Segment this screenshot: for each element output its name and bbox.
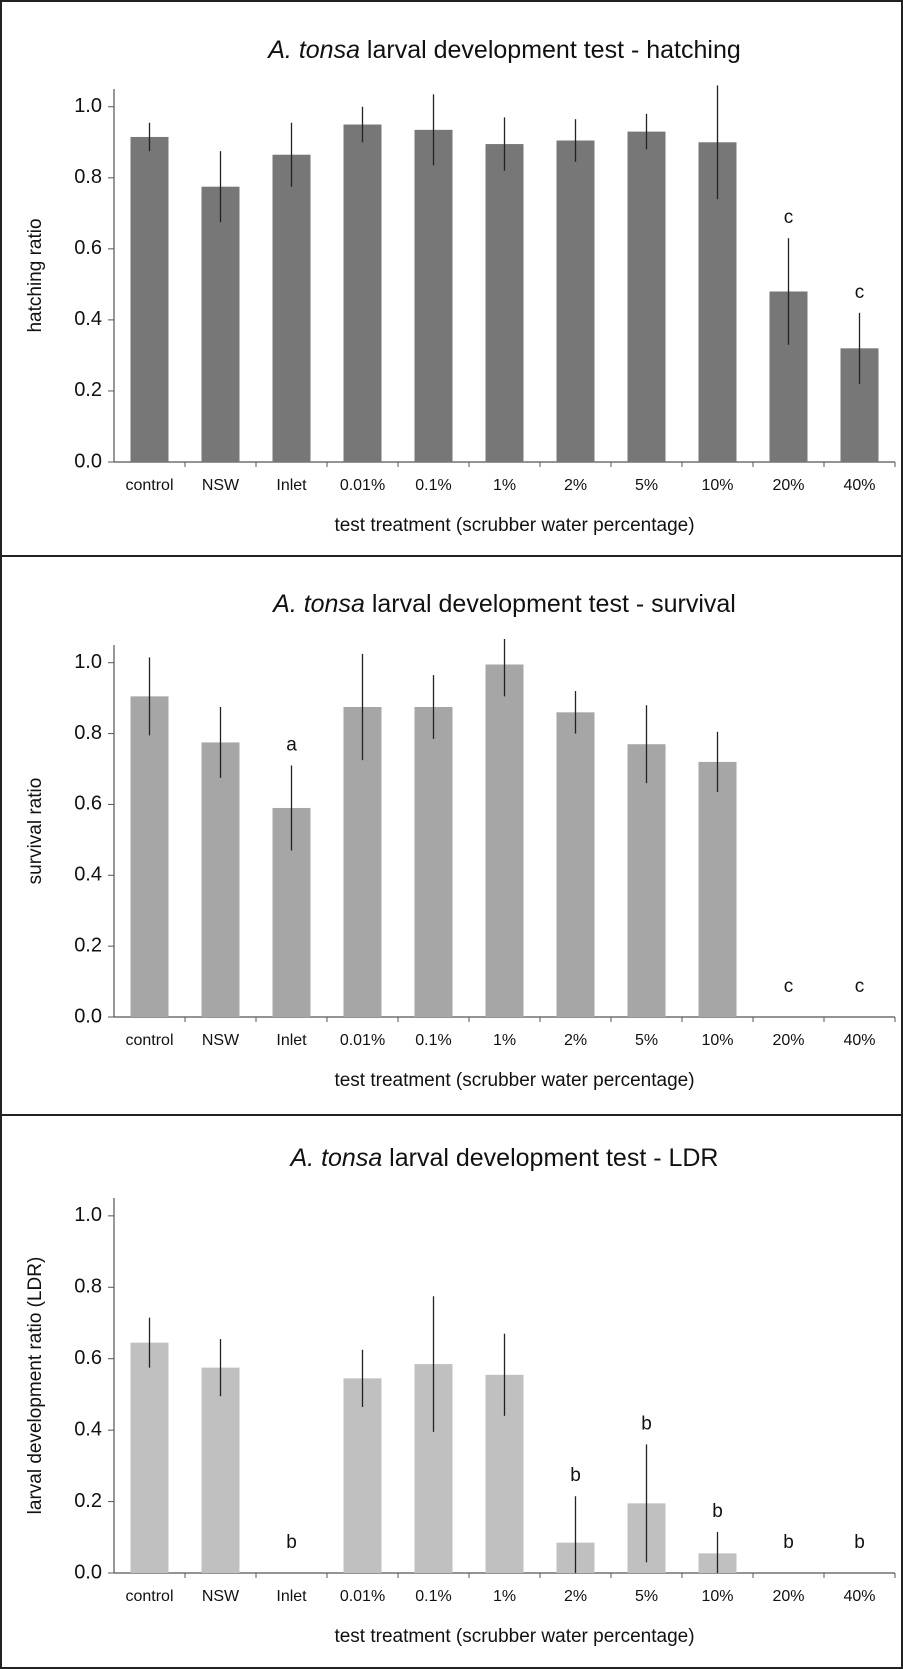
x-tick-label: 40% <box>843 1032 875 1049</box>
annotation: b <box>570 1465 581 1486</box>
x-tick-label: 0.01% <box>340 1032 385 1049</box>
bar <box>272 154 311 462</box>
y-tick-label: 0.8 <box>74 1276 102 1298</box>
title-text: larval development test - hatching <box>360 36 741 64</box>
bar <box>485 144 524 463</box>
title-species: A. tonsa <box>289 1144 383 1172</box>
x-tick-label: 1% <box>493 477 516 494</box>
y-tick-label: 0.8 <box>74 722 102 744</box>
bar <box>343 124 382 463</box>
x-tick-label: 20% <box>772 477 804 494</box>
bar <box>414 707 453 1017</box>
title-species: A. tonsa <box>266 36 360 64</box>
y-axis-title: survival ratio <box>25 778 46 885</box>
bar <box>556 140 595 462</box>
y-axis-title: hatching ratio <box>25 218 46 332</box>
x-tick-label: 2% <box>564 1588 587 1605</box>
x-tick-label: 5% <box>635 1032 658 1049</box>
annotation: c <box>855 282 865 303</box>
y-tick-label: 0.6 <box>74 1347 102 1369</box>
y-tick-label: 0.4 <box>74 308 102 330</box>
x-tick-label: 1% <box>493 1588 516 1605</box>
y-tick-label: 1.0 <box>74 1204 102 1226</box>
x-tick-label: 20% <box>772 1032 804 1049</box>
y-tick-label: 0.4 <box>74 864 102 886</box>
chart-title: A. tonsa larval development test - hatch… <box>266 36 741 64</box>
y-tick-label: 1.0 <box>74 651 102 673</box>
annotation: a <box>286 734 297 755</box>
x-axis-title: test treatment (scrubber water percentag… <box>334 1626 694 1647</box>
x-tick-label: 1% <box>493 1032 516 1049</box>
bar <box>698 761 737 1017</box>
y-tick-label: 0.6 <box>74 237 102 259</box>
bar <box>414 129 453 462</box>
x-axis-title: test treatment (scrubber water percentag… <box>334 515 694 536</box>
x-tick-label: 0.01% <box>340 477 385 494</box>
y-tick-label: 0.4 <box>74 1418 102 1440</box>
y-tick-label: 0.2 <box>74 1490 102 1512</box>
x-tick-label: control <box>125 1032 173 1049</box>
y-tick-label: 0.8 <box>74 166 102 188</box>
bar <box>201 186 240 462</box>
chart-title: A. tonsa larval development test - LDR <box>289 1144 719 1172</box>
x-tick-label: control <box>125 1588 173 1605</box>
chart-title: A. tonsa larval development test - survi… <box>271 590 736 618</box>
x-tick-label: 0.1% <box>415 477 451 494</box>
annotation: b <box>641 1413 652 1434</box>
title-species: A. tonsa <box>271 590 365 618</box>
x-tick-label: 40% <box>843 477 875 494</box>
annotation: c <box>855 976 865 997</box>
bar <box>130 1342 169 1573</box>
bar <box>627 131 666 462</box>
x-tick-label: control <box>125 477 173 494</box>
x-axis-title: test treatment (scrubber water percentag… <box>334 1070 694 1091</box>
annotation: b <box>783 1532 794 1553</box>
y-tick-label: 0.6 <box>74 793 102 815</box>
x-tick-label: 40% <box>843 1588 875 1605</box>
y-tick-label: 0.2 <box>74 934 102 956</box>
x-tick-label: 10% <box>701 1032 733 1049</box>
x-tick-label: 0.1% <box>415 1032 451 1049</box>
x-tick-label: 5% <box>635 1588 658 1605</box>
x-tick-label: 2% <box>564 477 587 494</box>
y-tick-label: 0.0 <box>74 1005 102 1027</box>
x-tick-label: 0.1% <box>415 1588 451 1605</box>
x-tick-label: NSW <box>202 477 240 494</box>
annotation: c <box>784 207 794 228</box>
y-tick-label: 0.0 <box>74 450 102 472</box>
x-tick-label: NSW <box>202 1032 240 1049</box>
bar <box>130 696 169 1017</box>
bar <box>627 744 666 1017</box>
annotation: b <box>854 1532 865 1553</box>
x-tick-label: 5% <box>635 477 658 494</box>
x-tick-label: Inlet <box>276 477 307 494</box>
annotation: c <box>784 976 794 997</box>
y-tick-label: 0.2 <box>74 379 102 401</box>
x-tick-label: 10% <box>701 1588 733 1605</box>
annotation: b <box>712 1501 723 1522</box>
x-tick-label: Inlet <box>276 1588 307 1605</box>
bar <box>485 664 524 1017</box>
y-tick-label: 1.0 <box>74 95 102 117</box>
title-text: larval development test - LDR <box>382 1144 718 1172</box>
annotation: b <box>286 1532 297 1553</box>
bar <box>130 136 169 462</box>
title-text: larval development test - survival <box>365 590 736 618</box>
bar <box>201 742 240 1017</box>
bar <box>556 712 595 1017</box>
x-tick-label: NSW <box>202 1588 240 1605</box>
x-tick-label: Inlet <box>276 1032 307 1049</box>
y-tick-label: 0.0 <box>74 1561 102 1583</box>
x-tick-label: 2% <box>564 1032 587 1049</box>
x-tick-label: 20% <box>772 1588 804 1605</box>
x-tick-label: 10% <box>701 477 733 494</box>
y-axis-title: larval development ratio (LDR) <box>25 1257 46 1515</box>
bar <box>343 1378 382 1573</box>
bar <box>201 1367 240 1573</box>
x-tick-label: 0.01% <box>340 1588 385 1605</box>
